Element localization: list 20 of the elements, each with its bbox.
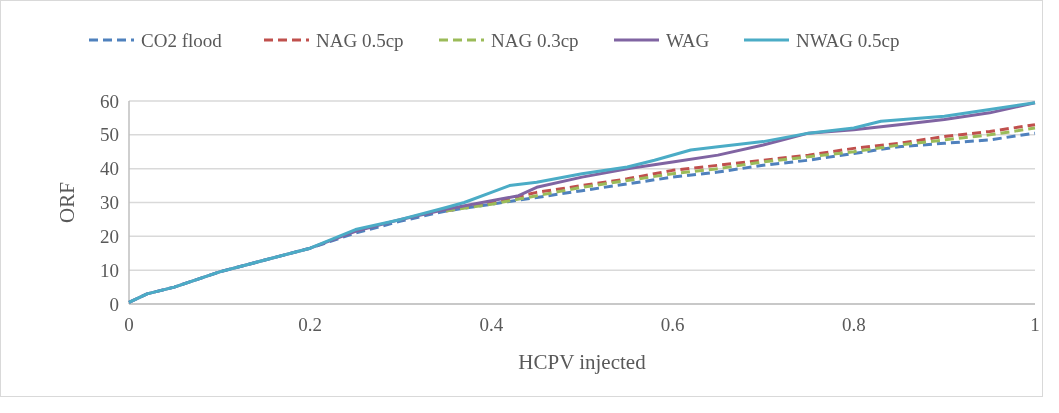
legend-label: NAG 0.5cp [316,29,404,51]
x-tick-label: 0.6 [660,314,685,335]
x-tick-label: 0.8 [841,314,866,335]
y-axis-title: ORF [55,182,79,223]
y-tick-label: 60 [100,90,119,112]
x-tick-label: 0 [124,314,134,335]
legend-label: CO2 flood [141,29,223,51]
x-tick-label: 0.4 [479,314,504,335]
y-tick-label: 0 [109,293,119,315]
y-tick-label: 30 [100,192,119,214]
legend-label: NWAG 0.5cp [796,29,900,51]
legend-label: WAG [666,29,710,51]
y-tick-label: 20 [100,225,119,247]
x-tick-label: 1 [1030,314,1040,335]
x-tick-label: 0.2 [298,314,323,335]
x-axis-title: HCPV injected [518,350,647,374]
legend-label: NAG 0.3cp [491,29,579,51]
y-tick-label: 50 [100,124,119,146]
y-tick-label: 40 [100,158,119,180]
y-tick-label: 10 [100,259,119,281]
